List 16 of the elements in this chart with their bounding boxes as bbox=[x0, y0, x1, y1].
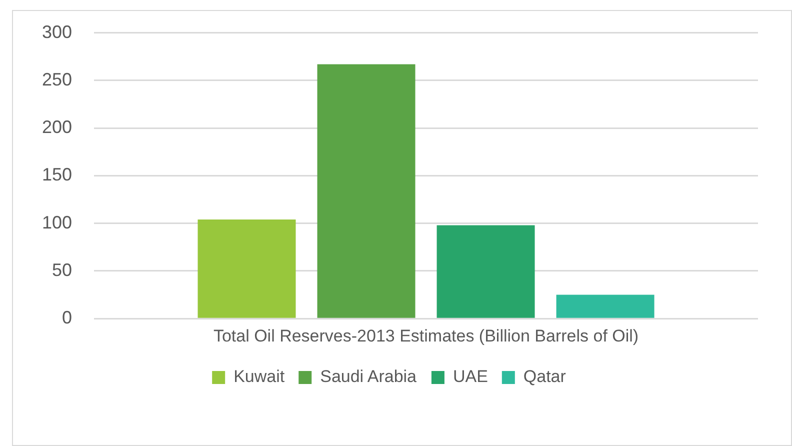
legend-label: Qatar bbox=[523, 367, 566, 386]
y-tick-label: 300 bbox=[42, 22, 72, 42]
legend-label: Saudi Arabia bbox=[320, 367, 418, 386]
y-tick-label: 50 bbox=[52, 260, 72, 280]
x-tick-label: Total Oil Reserves-2013 Estimates (Billion Barrels of Oil) bbox=[213, 326, 639, 346]
legend-label: Kuwait bbox=[234, 367, 285, 386]
bar bbox=[317, 64, 416, 318]
y-tick-label: 200 bbox=[42, 117, 72, 138]
y-tick-label: 0 bbox=[62, 308, 72, 328]
y-tick-label: 250 bbox=[42, 69, 72, 90]
bar bbox=[556, 294, 654, 318]
legend-label: UAE bbox=[452, 367, 488, 386]
y-tick-label: 100 bbox=[42, 212, 72, 232]
bar bbox=[436, 225, 535, 318]
y-tick-label: 150 bbox=[42, 164, 72, 185]
bar bbox=[198, 220, 296, 318]
